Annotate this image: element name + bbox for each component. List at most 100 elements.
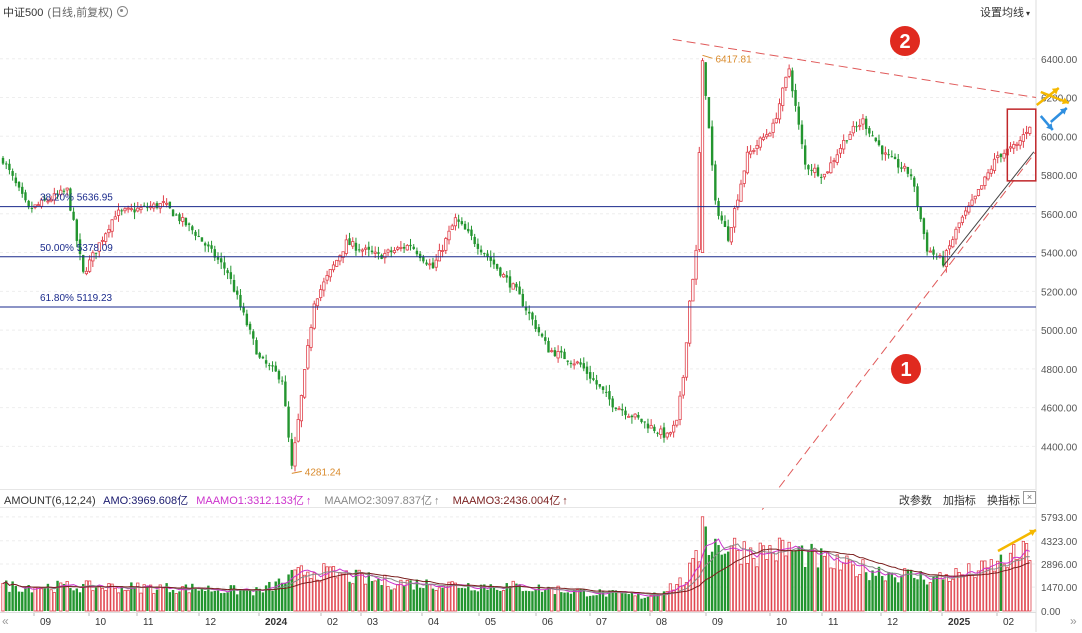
- volume-bar: [194, 588, 197, 611]
- low-annotation-pointer: [291, 470, 302, 474]
- indicator-bar: [0, 489, 1036, 508]
- candle-body: [633, 413, 637, 418]
- candle-body: [851, 125, 855, 134]
- candle-body: [621, 408, 624, 411]
- candle-body: [274, 365, 277, 372]
- candle-body: [363, 247, 368, 250]
- volume-bar: [524, 590, 528, 611]
- volume-bar: [960, 574, 965, 612]
- volume-bar: [187, 592, 191, 612]
- settings-gear-icon[interactable]: [116, 6, 128, 17]
- volume-bar: [264, 585, 268, 611]
- volume-bar: [957, 572, 961, 612]
- set-ma-button[interactable]: 设置均线 ▾: [980, 4, 1030, 20]
- candle-body: [495, 263, 499, 269]
- volume-bar: [107, 583, 111, 612]
- volume-bar: [8, 591, 11, 611]
- candle-body: [944, 250, 948, 268]
- candle-body: [768, 132, 772, 137]
- highlight-box: [1006, 108, 1037, 182]
- volume-bar: [328, 566, 332, 612]
- blue-down-arrow-icon-head: [1046, 123, 1053, 130]
- volume-bar: [563, 592, 566, 611]
- volume-bar: [325, 566, 329, 612]
- volume-bar: [822, 555, 827, 612]
- volume-bar: [210, 591, 213, 611]
- candle-body: [84, 270, 89, 275]
- candle-body: [598, 384, 602, 387]
- candle-body: [791, 70, 794, 92]
- volume-bar: [781, 539, 785, 612]
- date-label: 2024: [265, 617, 288, 628]
- maamo2-text: MAAMO2:3097.837亿: [324, 495, 433, 507]
- candle-body: [624, 410, 627, 416]
- candle-body: [704, 62, 707, 96]
- maamo3-text: MAAMO3:2436.004亿: [452, 495, 561, 507]
- candle-body: [989, 168, 993, 174]
- volume-bar: [69, 587, 72, 611]
- volume-bar: [271, 590, 274, 611]
- volume-bar: [219, 593, 223, 611]
- volume-bar: [556, 585, 560, 612]
- candle-body: [191, 226, 194, 231]
- candle-body: [992, 158, 997, 171]
- volume-bar: [742, 541, 746, 612]
- volume-bar: [880, 576, 884, 611]
- candle-body: [69, 188, 72, 211]
- candle-body: [614, 407, 618, 410]
- edit-params-button[interactable]: 改参数: [898, 495, 932, 507]
- volume-bar: [277, 578, 281, 611]
- volume-bar: [216, 590, 220, 611]
- candle-body: [656, 432, 659, 434]
- volume-bar: [874, 575, 877, 611]
- close-indicator-icon[interactable]: ×: [1023, 491, 1036, 504]
- volume-bar: [774, 560, 778, 612]
- volume-bar: [585, 596, 589, 611]
- candle-body: [694, 249, 698, 280]
- candle-body: [871, 135, 874, 137]
- candle-body: [207, 244, 210, 247]
- switch-indicator-button[interactable]: 换指标: [987, 495, 1020, 507]
- add-indicator-button[interactable]: 加指标: [942, 495, 976, 507]
- candle-body: [373, 251, 377, 254]
- candle-body: [521, 293, 525, 307]
- volume-bar: [94, 587, 98, 611]
- volume-bar: [453, 582, 458, 612]
- volume-bar: [1028, 560, 1032, 612]
- volume-bar: [941, 579, 945, 611]
- volume-bar: [890, 572, 894, 611]
- candle-body: [880, 145, 884, 155]
- candle-body: [794, 89, 797, 106]
- volume-bar: [242, 590, 245, 611]
- volume-bar: [341, 573, 345, 612]
- candle-body: [829, 162, 833, 174]
- candle-body: [697, 152, 701, 250]
- candle-body: [290, 439, 293, 466]
- volume-bar: [816, 567, 820, 611]
- volume-bar: [123, 590, 127, 612]
- volume-bar: [399, 579, 403, 612]
- volume-bar: [938, 572, 942, 612]
- candle-body: [463, 223, 467, 230]
- volume-bar: [110, 583, 114, 612]
- scroll-left-icon[interactable]: «: [2, 614, 9, 628]
- volume-bar: [306, 571, 310, 612]
- candle-body: [402, 246, 406, 249]
- volume-bar: [553, 594, 557, 611]
- volume-bar: [351, 583, 355, 612]
- candle-body: [1024, 131, 1029, 134]
- candle-body: [453, 217, 458, 227]
- candle-body: [653, 426, 656, 432]
- candle-body: [293, 442, 297, 467]
- up-arrow-icon: ↑: [434, 495, 440, 507]
- candle-body: [479, 249, 483, 253]
- candle-body: [14, 177, 18, 184]
- volume-bar: [665, 591, 669, 612]
- volume-bar: [335, 577, 339, 612]
- scroll-right-icon[interactable]: »: [1070, 614, 1077, 628]
- candle-body: [242, 307, 245, 313]
- candle-body: [370, 250, 374, 253]
- volume-bar: [303, 574, 307, 612]
- candle-body: [742, 170, 746, 184]
